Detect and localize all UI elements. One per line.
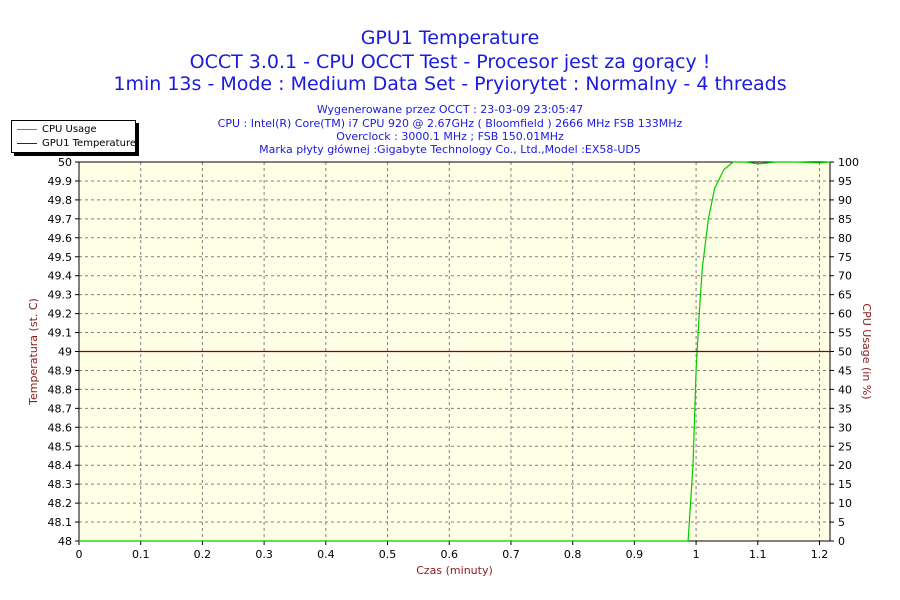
y-left-tick-label: 48.5 [48, 440, 73, 453]
x-tick-label: 0.5 [379, 548, 397, 561]
legend-label-gpu-temp: GPU1 Temperature [42, 138, 136, 149]
y-right-tick-label: 95 [838, 175, 852, 188]
y-right-tick-label: 60 [838, 308, 852, 321]
y-left-tick-label: 48 [58, 535, 72, 548]
y-right-tick-label: 50 [838, 346, 852, 359]
y-left-tick-label: 49.9 [48, 175, 73, 188]
y-left-tick-label: 48.4 [48, 459, 73, 472]
chart-subtitle-test: OCCT 3.0.1 - CPU OCCT Test - Procesor je… [189, 51, 711, 73]
x-tick-label: 1.2 [811, 548, 829, 561]
y-right-tick-label: 100 [838, 156, 859, 169]
info-generated: Wygenerowane przez OCCT : 23-03-09 23:05… [316, 103, 584, 116]
y-right-tick-label: 65 [838, 289, 852, 302]
y-right-tick-label: 70 [838, 270, 852, 283]
x-tick-label: 0.9 [626, 548, 644, 561]
x-tick-label: 0.7 [502, 548, 520, 561]
x-tick-label: 1.1 [749, 548, 767, 561]
x-tick-label: 0 [76, 548, 83, 561]
y-left-tick-label: 49.8 [48, 194, 73, 207]
series-line-cpu-usage [79, 161, 831, 542]
y-left-tick-label: 49 [58, 346, 72, 359]
info-cpu: CPU : Intel(R) Core(TM) i7 CPU 920 @ 2.6… [217, 117, 683, 130]
legend-label-cpu-usage: CPU Usage [42, 124, 97, 135]
y-left-tick-label: 49.5 [48, 251, 73, 264]
y-right-tick-label: 5 [838, 516, 845, 529]
y-left-tick-label: 48.8 [48, 383, 73, 396]
y-right-tick-label: 80 [838, 232, 852, 245]
x-tick-label: 0.4 [317, 548, 335, 561]
chart-subtitle-mode: 1min 13s - Mode : Medium Data Set - Pryi… [113, 73, 787, 95]
y-left-tick-label: 49.4 [48, 270, 73, 283]
legend-item-gpu-temp: GPU1 Temperature [17, 137, 136, 150]
x-tick-label: 1 [693, 548, 700, 561]
y-left-tick-label: 49.7 [48, 213, 73, 226]
y-right-tick-label: 55 [838, 327, 852, 340]
y-left-tick-label: 50 [58, 156, 72, 169]
y-right-tick-label: 90 [838, 194, 852, 207]
y-left-tick-label: 48.6 [48, 421, 73, 434]
y-left-tick-label: 48.9 [48, 364, 73, 377]
y-left-tick-label: 49.2 [48, 308, 73, 321]
y-right-tick-label: 15 [838, 478, 852, 491]
y-left-axis-label: Temperatura (st. C) [27, 298, 40, 406]
info-overclock: Overclock : 3000.1 MHz ; FSB 150.01MHz [336, 130, 564, 143]
x-axis-label: Czas (minuty) [416, 564, 493, 577]
x-tick-label: 0.8 [564, 548, 582, 561]
y-left-tick-label: 48.7 [48, 402, 73, 415]
x-tick-label: 0.1 [132, 548, 150, 561]
y-right-tick-label: 85 [838, 213, 852, 226]
y-left-tick-label: 49.3 [48, 289, 73, 302]
y-left-tick-label: 48.1 [48, 516, 73, 529]
y-right-tick-label: 45 [838, 364, 852, 377]
legend-swatch-gpu-temp [17, 142, 37, 144]
chart-title: GPU1 Temperature [360, 27, 540, 49]
x-tick-label: 0.3 [255, 548, 273, 561]
y-right-axis-label: CPU Usage (in %) [860, 303, 873, 399]
y-left-tick-label: 48.2 [48, 497, 73, 510]
legend: CPU Usage GPU1 Temperature [11, 120, 136, 153]
y-right-tick-label: 40 [838, 383, 852, 396]
legend-item-cpu-usage: CPU Usage [17, 123, 97, 136]
y-right-tick-label: 75 [838, 251, 852, 264]
legend-swatch-cpu-usage [17, 128, 37, 130]
y-right-tick-label: 35 [838, 402, 852, 415]
y-right-tick-label: 10 [838, 497, 852, 510]
y-right-tick-label: 20 [838, 459, 852, 472]
y-left-tick-label: 48.3 [48, 478, 73, 491]
y-right-tick-label: 25 [838, 440, 852, 453]
x-tick-label: 0.2 [194, 548, 212, 561]
y-left-tick-label: 49.6 [48, 232, 73, 245]
y-right-tick-label: 0 [838, 535, 845, 548]
y-left-tick-label: 49.1 [48, 327, 73, 340]
info-motherboard: Marka płyty głównej :Gigabyte Technology… [259, 143, 641, 156]
y-right-tick-label: 30 [838, 421, 852, 434]
x-tick-label: 0.6 [441, 548, 459, 561]
